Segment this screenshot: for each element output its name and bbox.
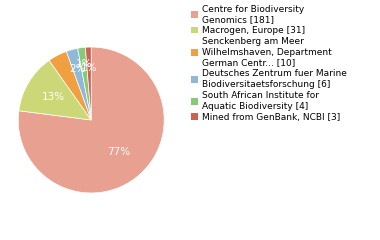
Text: 2%: 2% [69,64,86,74]
Wedge shape [66,48,91,120]
Text: 1%: 1% [81,62,97,72]
Text: 77%: 77% [108,147,131,157]
Wedge shape [19,60,91,120]
Wedge shape [86,47,91,120]
Wedge shape [78,47,91,120]
Text: 13%: 13% [42,92,65,102]
Text: 1%: 1% [75,59,92,69]
Wedge shape [18,47,164,193]
Wedge shape [49,51,91,120]
Legend: Centre for Biodiversity
Genomics [181], Macrogen, Europe [31], Senckenberg am Me: Centre for Biodiversity Genomics [181], … [191,5,347,122]
